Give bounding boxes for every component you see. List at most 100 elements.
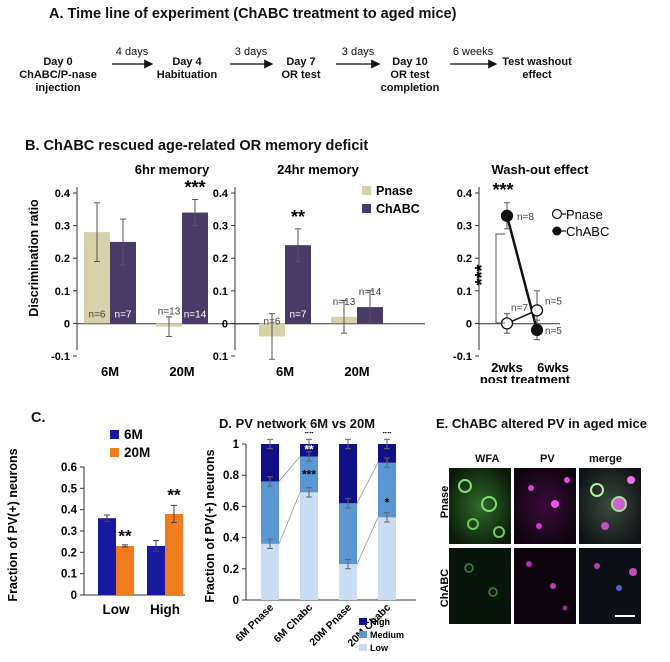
stack-medium: [378, 462, 396, 518]
pv-cell: [526, 561, 532, 567]
micrograph-pnase-wfa: [449, 468, 511, 544]
timeline-step-1: Day 4 Habituation: [157, 56, 218, 82]
d-legend-low-label: Low: [370, 643, 389, 653]
x-tick-label: 6M: [276, 364, 294, 379]
b3-legend-chabc-marker: [552, 226, 562, 236]
stack-high: [378, 444, 396, 463]
d-legend-medium-label: Medium: [370, 630, 404, 640]
pv-cell: [564, 477, 570, 483]
y-tick-label: 0.3: [55, 221, 70, 233]
y-tick-label: 0.4: [61, 505, 78, 517]
timeline-step-4: Test washout effect: [502, 56, 571, 82]
b2-title: 24hr memory: [277, 162, 359, 177]
stack-high: [339, 444, 357, 504]
legend-chabc-swatch: [362, 204, 371, 213]
stack-low: [300, 492, 318, 600]
wfa-cell: [467, 518, 479, 530]
merge-cell: [590, 483, 604, 497]
n-label: n=7: [115, 309, 132, 320]
micrograph-chabc-pv: [514, 548, 576, 624]
d-legend-low-swatch: [359, 644, 367, 651]
b3-title: Wash-out effect: [491, 162, 589, 177]
panel-a-title: A. Time line of experiment (ChABC treatm…: [49, 6, 457, 22]
significance-stars: **: [167, 485, 181, 504]
step-line: ChABC/P-nase: [19, 69, 97, 81]
connector-line: [278, 492, 301, 544]
x-tick-label: 20M: [344, 364, 369, 379]
point-chabc: [530, 323, 544, 337]
wfa-cell: [464, 563, 474, 573]
significance-stars: **: [118, 527, 132, 546]
bar-20m: [116, 545, 134, 595]
timeline-gap-1: 3 days: [234, 46, 268, 58]
y-tick-label: -0.1: [453, 351, 472, 363]
n-label: n=5: [545, 296, 562, 307]
significance-stars: **: [304, 432, 314, 440]
y-tick-label: 0.1: [61, 569, 78, 581]
wfa-cell: [488, 587, 498, 597]
connector-line: [356, 462, 379, 504]
e-col-wfa: WFA: [475, 453, 500, 465]
step-line: OR test: [281, 69, 321, 81]
x-tick-label: 6M Pnase: [233, 602, 276, 645]
y-tick-label: 0: [233, 595, 239, 607]
bar-6m: [147, 545, 165, 595]
y-tick-label: 0: [466, 318, 472, 330]
merge-cell: [627, 476, 635, 484]
point-pnase: [530, 304, 544, 317]
significance-stars: **: [291, 207, 305, 227]
y-tick-label: 0: [222, 318, 228, 330]
micrograph-chabc-merge: [579, 548, 641, 624]
timeline-step-3: Day 10 OR test completion: [381, 56, 440, 95]
connector-line: [278, 456, 301, 482]
stack-low: [261, 543, 279, 600]
step-line: Day 10: [392, 56, 428, 68]
c-legend-6m-label: 6M: [124, 427, 143, 442]
n-label: n=8: [517, 212, 534, 223]
panel-b-title: B. ChABC rescued age-related OR memory d…: [25, 138, 369, 154]
pv-cell: [550, 583, 556, 589]
timeline-gap-2: 3 days: [341, 46, 375, 58]
timeline-step-0: Day 0 ChABC/P-nase injection: [19, 56, 97, 95]
y-tick-label: 0.4: [55, 188, 71, 200]
timeline-gap-3: 6 weeks: [452, 46, 494, 58]
step-line: Day 7: [286, 56, 316, 68]
y-tick-label: 0.3: [213, 221, 228, 233]
e-col-pv: PV: [540, 453, 555, 465]
n-label: n=7: [290, 309, 307, 320]
stack-medium: [261, 481, 279, 544]
stack-low: [378, 517, 396, 600]
n-label: n=6: [264, 316, 281, 327]
significance-stars: *: [385, 495, 390, 509]
connector-line: [356, 517, 379, 565]
y-tick-label: 0: [71, 590, 77, 602]
timeline-gap-0: 4 days: [115, 46, 149, 58]
legend-pnase-swatch: [362, 186, 371, 195]
significance-stars: ***: [184, 178, 205, 198]
y-tick-label: 0.5: [61, 483, 78, 495]
b1-title: 6hr memory: [135, 162, 210, 177]
n-label: n=6: [89, 309, 106, 320]
y-tick-label: 0.6: [223, 501, 239, 513]
b3-bracket-stars: ***: [472, 264, 492, 285]
y-tick-label: 0.1: [213, 351, 228, 363]
step-line: Day 4: [172, 56, 202, 68]
wfa-cell: [481, 496, 497, 512]
timeline-step-2: Day 7 OR test: [281, 56, 320, 82]
step-line: injection: [35, 82, 81, 94]
y-tick-label: 0.1: [213, 286, 228, 298]
n-label: n=14: [359, 287, 382, 298]
significance-stars: **: [304, 442, 314, 456]
c-legend-20m-swatch: [110, 448, 119, 457]
panel-e-title: E. ChABC altered PV in aged mice: [436, 416, 647, 431]
c-ylabel: Fraction of PV(+) neurons: [6, 448, 20, 601]
merge-cell: [601, 522, 609, 530]
step-line: Day 0: [43, 56, 73, 68]
wfa-cell: [458, 479, 472, 493]
pv-cell: [551, 500, 559, 508]
x-tick-label: 20M: [169, 364, 194, 379]
y-tick-label: 0.3: [61, 526, 77, 538]
timeline-arrows: [112, 59, 498, 69]
x-tick-label: 2wks: [491, 360, 523, 375]
merge-cell: [616, 585, 622, 591]
